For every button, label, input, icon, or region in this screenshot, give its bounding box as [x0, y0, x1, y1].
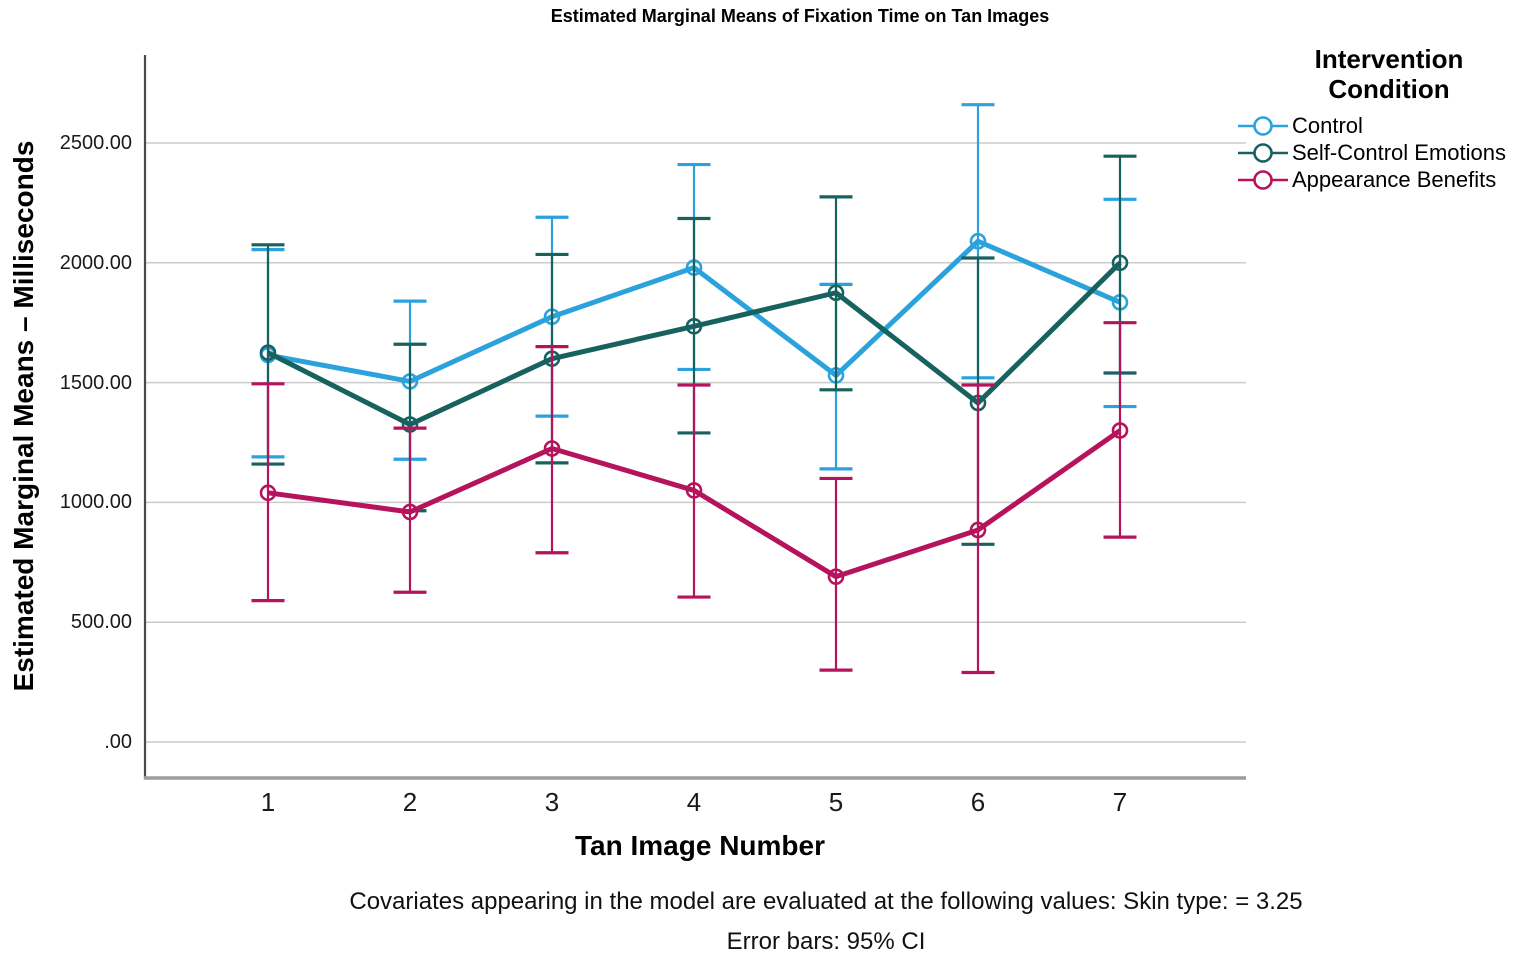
x-tick-label: 4	[686, 787, 702, 817]
data-point-appearance-benefits	[827, 568, 845, 585]
footnote-error-bars: Error bars: 95% CI	[726, 928, 926, 955]
x-axis-title: Tan Image Number	[575, 830, 825, 861]
legend-label: Appearance Benefits	[1292, 166, 1497, 192]
x-tick-label: 1	[260, 787, 276, 817]
y-tick-label: 500.00	[70, 611, 132, 634]
footnote-covariates: Covariates appearing in the model are ev…	[349, 888, 1303, 915]
data-point-appearance-benefits	[1111, 422, 1129, 439]
data-point-self-control-emotions	[1111, 254, 1129, 272]
data-point-appearance-benefits	[969, 521, 987, 539]
series-line-appearance-benefits	[267, 428, 1122, 580]
legend-item-self-control-emotions: Self-Control Emotions	[1236, 139, 1506, 166]
legend: Control Self-Control Emotions Appearance B…	[1236, 112, 1506, 193]
legend-title: Intervention Condition	[1314, 44, 1464, 104]
data-point-self-control-emotions	[259, 344, 277, 361]
data-point-self-control-emotions	[827, 284, 845, 302]
data-point-appearance-benefits	[685, 482, 703, 499]
data-point-control	[969, 232, 987, 250]
data-point-appearance-benefits	[259, 484, 277, 502]
y-tick-label: 2500.00	[59, 132, 132, 154]
legend-marker-icon	[1238, 115, 1288, 136]
y-tick-label: 2000.00	[59, 251, 132, 274]
data-point-self-control-emotions	[685, 317, 703, 335]
legend-label: Self-Control Emotions	[1292, 139, 1506, 165]
y-tick-label: 1000.00	[59, 491, 132, 514]
x-tick-label: 5	[828, 787, 844, 817]
y-tick-label: 1500.00	[59, 371, 132, 394]
x-tick-label: 6	[970, 787, 986, 817]
y-tick-label: .00	[104, 731, 132, 753]
legend-label: Control	[1292, 112, 1363, 138]
data-point-appearance-benefits	[401, 503, 419, 521]
x-tick-label: 7	[1112, 787, 1128, 817]
legend-marker-icon	[1238, 142, 1288, 163]
chart-title: Estimated Marginal Means of Fixation Tim…	[550, 6, 1050, 26]
x-tick-label: 3	[544, 787, 560, 817]
data-point-appearance-benefits	[543, 440, 561, 457]
x-tick-label: 2	[402, 787, 418, 817]
legend-item-appearance-benefits: Appearance Benefits	[1236, 166, 1506, 193]
legend-marker-icon	[1238, 169, 1288, 190]
legend-item-control: Control	[1236, 112, 1506, 139]
